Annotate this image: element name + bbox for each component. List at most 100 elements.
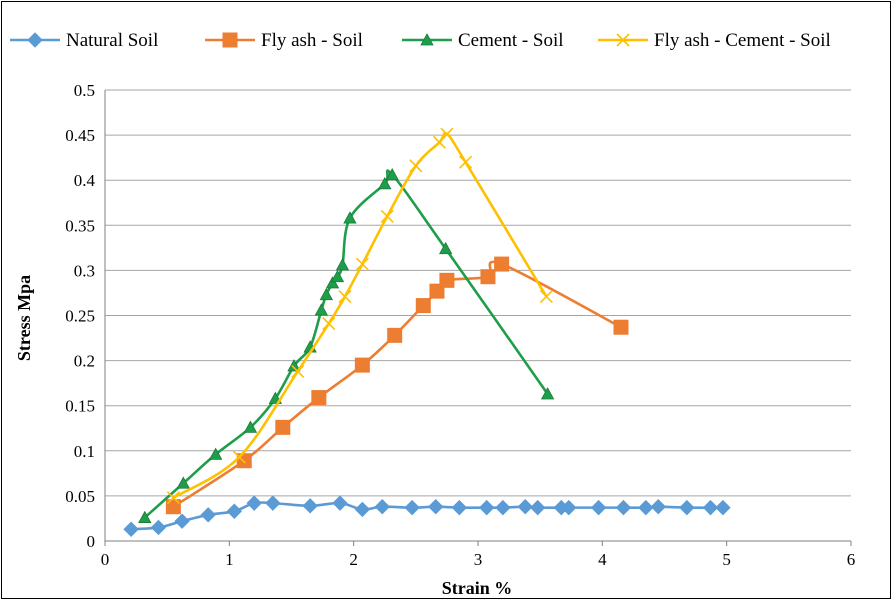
data-point [374, 499, 390, 515]
axes: 0 0.05 0.1 0.15 0.2 0.25 0.3 0.35 0.4 0.45 0.5 0 1 2 3… [65, 81, 855, 569]
y-tick-label: 0.05 [65, 487, 95, 506]
data-point [355, 257, 369, 271]
legend-marker [616, 33, 630, 47]
x-axis-title: Strain % [442, 578, 513, 598]
x-tick-label: 3 [474, 550, 483, 569]
data-point [343, 211, 357, 224]
x-tick-label: 0 [101, 550, 110, 569]
data-point [354, 357, 370, 373]
data-point [243, 420, 258, 433]
legend-label: Natural Soil [66, 30, 158, 51]
data-point [517, 499, 533, 515]
data-point [638, 499, 654, 516]
data-point [428, 499, 444, 515]
y-tick-label: 0.3 [74, 261, 95, 280]
data-point [325, 276, 340, 289]
y-tick-label: 0.25 [65, 307, 95, 326]
data-point [330, 269, 345, 283]
series-natural-soil [123, 495, 731, 537]
y-axis-title: Stress Mpa [14, 275, 34, 361]
y-tick-label: 0 [87, 532, 96, 551]
data-point [380, 209, 394, 223]
series-fly-ash-cement-soil [166, 127, 553, 505]
data-point [561, 499, 577, 516]
data-point [613, 319, 629, 335]
series-group [123, 127, 731, 537]
data-point [494, 256, 510, 272]
data-point [335, 258, 350, 271]
data-point [715, 499, 731, 516]
x-tick-label: 2 [349, 550, 358, 569]
data-point [404, 499, 420, 516]
data-point [226, 503, 243, 519]
data-point [275, 419, 291, 435]
data-point [540, 387, 555, 400]
legend-label: Cement - Soil [458, 30, 564, 51]
data-point [459, 155, 473, 169]
data-point [650, 499, 666, 515]
series-cement-soil [138, 167, 555, 523]
legend: Natural Soil Fly ash - Soil Cement - Soil F… [10, 30, 831, 51]
data-point [265, 495, 281, 511]
data-point [354, 501, 371, 518]
data-point [200, 507, 216, 523]
data-point [332, 495, 348, 511]
data-point [319, 287, 333, 301]
y-tick-label: 0.4 [74, 171, 96, 190]
legend-item: Natural Soil [10, 30, 158, 51]
series-fly-ash-soil [165, 256, 629, 515]
data-point [311, 390, 327, 406]
data-point [480, 269, 496, 285]
data-point [409, 159, 423, 173]
y-tick-label: 0.15 [65, 397, 95, 416]
x-tick-label: 1 [225, 550, 234, 569]
legend-marker [420, 33, 434, 46]
data-point [138, 510, 152, 523]
y-tick-label: 0.1 [74, 442, 95, 461]
data-point [123, 521, 139, 537]
data-point [415, 298, 431, 314]
data-point [232, 450, 246, 464]
y-tick-label: 0.35 [65, 216, 95, 235]
data-point [322, 317, 336, 331]
data-point [385, 167, 399, 181]
data-point [529, 499, 546, 516]
data-point [287, 359, 301, 372]
data-point [174, 513, 190, 529]
y-tick-label: 0.45 [65, 126, 95, 145]
data-point [166, 491, 180, 505]
x-tick-label: 6 [847, 550, 856, 569]
data-point [378, 176, 392, 190]
x-tick-label: 4 [598, 550, 607, 569]
data-point [314, 303, 329, 316]
data-point [439, 272, 455, 288]
data-point [208, 447, 223, 460]
data-point [246, 495, 262, 511]
data-point [495, 499, 511, 516]
y-tick-label: 0.2 [74, 352, 95, 371]
legend-label: Fly ash - Soil [261, 30, 363, 51]
legend-item: Fly ash - Soil [205, 30, 363, 51]
data-point [338, 289, 352, 304]
data-point [165, 499, 181, 515]
legend-marker [222, 32, 238, 48]
x-tick-label: 5 [722, 550, 731, 569]
legend-marker [27, 32, 43, 48]
y-tick-label: 0.5 [74, 81, 95, 100]
data-point [615, 499, 632, 516]
series-line [172, 260, 622, 508]
data-point [679, 499, 695, 516]
data-point [451, 499, 468, 516]
gridlines [105, 89, 851, 497]
legend-item: Fly ash - Cement - Soil [598, 30, 831, 51]
data-point [438, 241, 453, 255]
data-point [387, 327, 403, 343]
legend-label: Fly ash - Cement - Soil [654, 30, 831, 51]
series-line [131, 501, 723, 531]
data-point [291, 364, 305, 378]
data-point [440, 127, 454, 141]
data-point [150, 519, 167, 536]
data-point [539, 289, 553, 304]
